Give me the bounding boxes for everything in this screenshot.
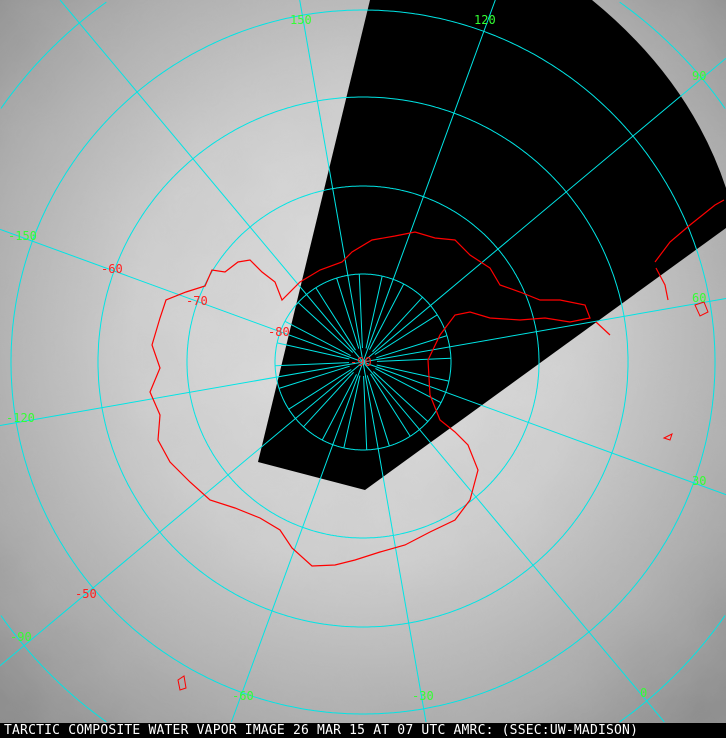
longitude-label: 30 [692,474,706,488]
meridian-line [59,0,364,363]
longitude-label: -150 [8,229,37,243]
latitude-label: -80 [268,325,290,339]
latitude-label: -90 [350,355,372,369]
meridian-line [374,314,438,355]
meridian-line [372,296,423,353]
meridian-line [370,373,411,437]
longitude-label: -90 [10,630,32,644]
meridian-line [366,375,390,447]
latitude-circle [0,1,726,723]
meridian-line [303,371,354,428]
meridian-line [365,276,383,349]
meridian-line [362,57,726,363]
island [177,301,709,691]
meridian-line [362,361,726,496]
latitude-label: -50 [75,587,97,601]
longitude-label: 150 [290,13,312,27]
meridian-line [321,374,357,441]
meridian-line [358,274,363,349]
longitude-label: 0 [640,686,647,700]
longitude-label: -30 [412,689,434,703]
longitude-label: -120 [6,411,35,425]
meridian-line [376,364,449,382]
meridian-line [336,277,360,349]
latitude-label: -70 [186,294,208,308]
latitude-circle [186,185,540,539]
meridian-line [375,368,442,404]
meridian-line [277,342,350,360]
longitude-label: 90 [692,69,706,83]
meridian-line [0,228,364,363]
image-caption: TARCTIC COMPOSITE WATER VAPOR IMAGE 26 M… [0,723,726,738]
meridian-line [297,302,354,353]
meridian-line [275,362,350,367]
meridian-line [362,361,427,723]
meridian-line [362,0,496,363]
longitude-label: 120 [474,13,496,27]
latitude-label: -60 [101,262,123,276]
meridian-line [369,283,405,350]
meridian-line [376,335,448,359]
meridian-line [278,365,350,389]
meridian-line [284,320,351,356]
meridian-line [376,357,451,362]
meridian-line [315,287,356,351]
latitude-circle [10,9,716,715]
meridian-line [288,369,352,410]
no-data-region [258,0,726,490]
longitude-label: 60 [692,291,706,305]
meridian-line [362,361,665,723]
latitude-circle [97,96,629,628]
meridian-line [343,375,361,448]
longitude-label: -60 [232,689,254,703]
meridian-line [0,361,364,426]
meridian-line [0,361,364,667]
meridian-line [230,361,364,723]
meridian-line [362,298,726,363]
meridian-line [299,0,364,363]
meridian-line [363,375,368,450]
coastline [149,199,725,567]
latitude-circle [274,273,452,451]
meridian-line [372,371,429,422]
graticule [0,0,726,723]
